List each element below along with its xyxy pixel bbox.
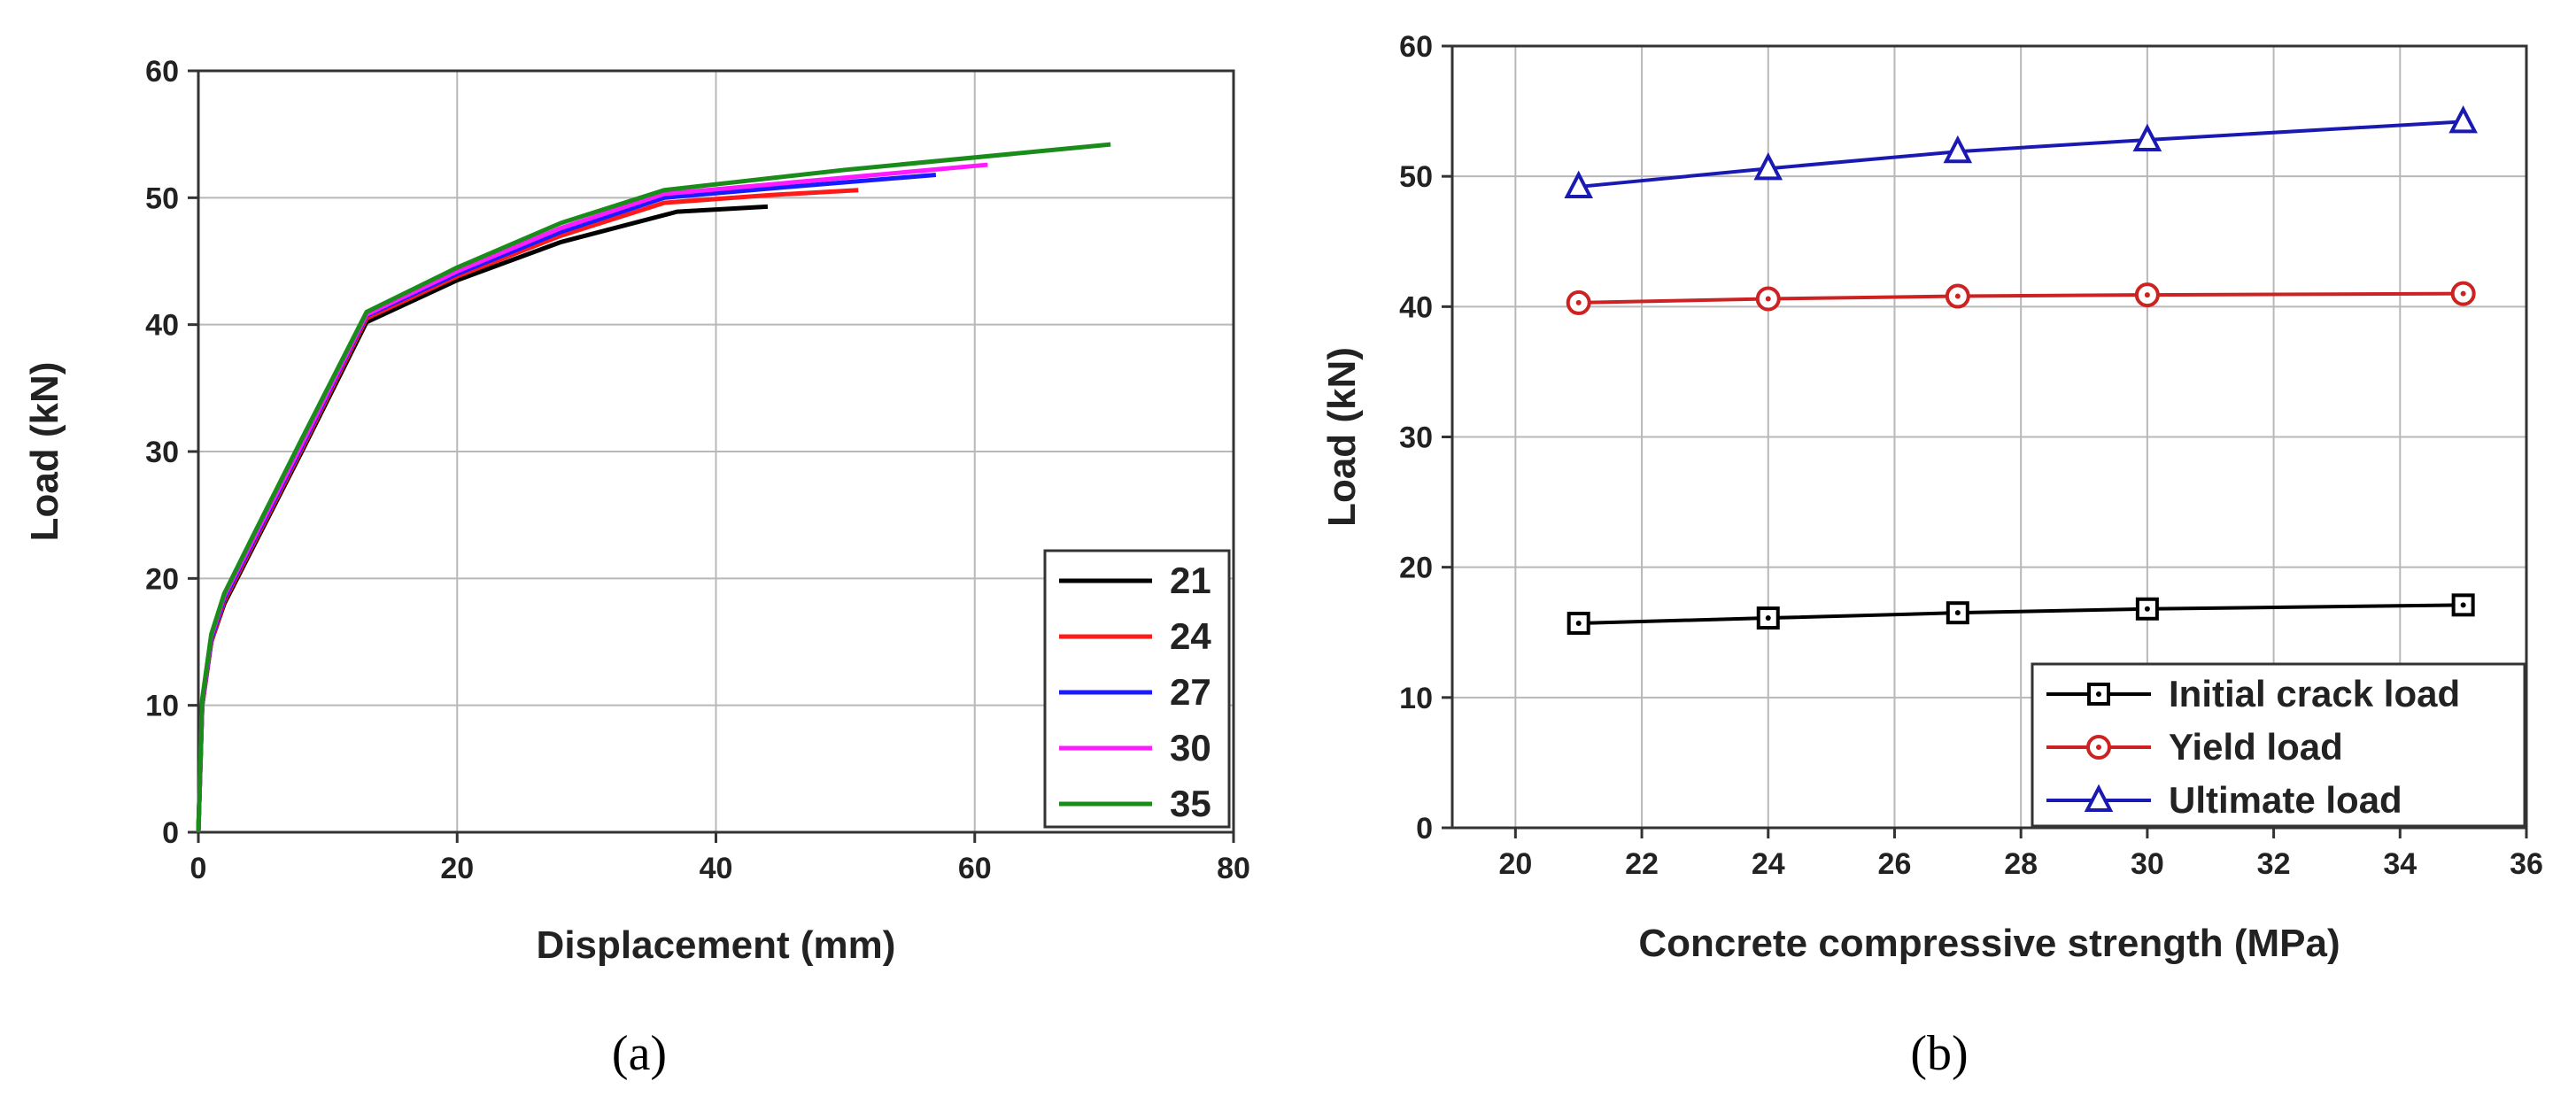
legend: Initial crack load Yield load Ultimate loa…: [2031, 662, 2526, 828]
legend-label: Ultimate load: [2169, 779, 2402, 821]
x-tick-label: 20: [1498, 847, 1532, 881]
data-point-initial-crack-load-dot: [2144, 606, 2150, 612]
y-tick-label: 20: [1399, 552, 1433, 585]
x-tick-label: 28: [2004, 847, 2038, 881]
x-tick-label: 32: [2257, 847, 2291, 881]
data-point-yield-load-dot: [1575, 299, 1582, 305]
series-line-35: [196, 142, 1111, 833]
x-tick-label: 40: [700, 852, 733, 885]
data-point-initial-crack-load-dot: [1954, 610, 1961, 616]
data-point-ultimate-load: [2132, 123, 2162, 151]
x-tick-label: 36: [2510, 847, 2543, 881]
y-axis-label: Load (kN): [1320, 347, 1364, 527]
data-point-initial-crack-load-dot: [1575, 620, 1582, 626]
y-tick-label: 40: [145, 309, 179, 343]
legend-marker-dot: [2096, 691, 2101, 697]
legend-item: 27: [1059, 671, 1211, 713]
data-point-yield-load-dot: [1954, 293, 1961, 299]
data-point-yield-load-dot: [1765, 296, 1771, 302]
y-tick-label: 30: [1399, 421, 1433, 455]
panel-label: (b): [1910, 1026, 1968, 1081]
data-point-ultimate-load: [1753, 152, 1783, 181]
y-tick-label: 0: [1416, 812, 1433, 846]
legend-item: Ultimate load: [2046, 779, 2402, 821]
data-point-ultimate-load: [2448, 105, 2478, 134]
legend-item: 24: [1059, 615, 1211, 657]
y-tick-label: 10: [1399, 682, 1433, 715]
series-line-27: [196, 173, 937, 833]
legend-label: 24: [1170, 615, 1211, 657]
legend: 21 24 27 30 35: [1043, 549, 1231, 829]
legend-item: Yield load: [2046, 726, 2343, 768]
data-point-yield-load-dot: [2144, 292, 2150, 298]
y-tick-label: 20: [145, 562, 179, 596]
legend-label: 27: [1170, 671, 1211, 713]
x-tick-label: 22: [1625, 847, 1659, 881]
legend-label: 21: [1170, 560, 1211, 601]
x-axis-label: Concrete compressive strength (MPa): [1638, 922, 2340, 965]
chart-panel-a: 0 20 40 60 80 0 10 20 30 40 50 60 Displacement (mm) L…: [23, 55, 1250, 1081]
series-line-24: [196, 188, 859, 833]
y-tick-label: 10: [145, 690, 179, 723]
y-tick-label: 40: [1399, 290, 1433, 324]
series-line-30: [196, 162, 988, 833]
legend-label: 30: [1170, 727, 1211, 768]
legend-box: [1043, 549, 1231, 829]
chart-panel-b: 20 22 24 26 28 30 32 34 36 0 10 20 30 40 50 60 Concrete …: [1320, 30, 2543, 1081]
y-tick-label: 0: [162, 816, 179, 850]
data-point-ultimate-load: [1943, 135, 1973, 164]
y-axis-label: Load (kN): [23, 362, 66, 542]
legend-item: 21: [1059, 560, 1211, 601]
data-point-ultimate-load: [1564, 170, 1594, 198]
y-tick-label: 60: [145, 55, 179, 89]
series-line-21: [196, 204, 769, 833]
x-axis-label: Displacement (mm): [537, 923, 896, 967]
x-tick-label: 60: [958, 852, 992, 885]
x-tick-label: 80: [1217, 852, 1250, 885]
y-tick-label: 30: [145, 436, 179, 469]
panel-label: (a): [612, 1026, 667, 1081]
legend-label: Initial crack load: [2169, 673, 2460, 714]
x-tick-label: 24: [1752, 847, 1785, 881]
x-tick-label: 26: [1878, 847, 1912, 881]
x-tick-label: 20: [440, 852, 474, 885]
y-tick-label: 60: [1399, 30, 1433, 64]
data-point-yield-load-dot: [2460, 290, 2466, 297]
x-tick-label: 0: [190, 852, 207, 885]
x-tick-label: 34: [2383, 847, 2417, 881]
x-tick-label: 30: [2131, 847, 2164, 881]
legend-item: 30: [1059, 727, 1211, 768]
data-point-initial-crack-load-dot: [1765, 615, 1771, 622]
y-tick-label: 50: [1399, 160, 1433, 194]
legend-item: Initial crack load: [2046, 673, 2460, 714]
data-point-initial-crack-load-dot: [2460, 602, 2466, 608]
y-tick-label: 50: [145, 181, 179, 215]
legend-label: 35: [1170, 783, 1211, 824]
legend-label: Yield load: [2169, 726, 2343, 768]
legend-marker-dot: [2096, 745, 2101, 750]
legend-item: 35: [1059, 783, 1211, 824]
legend-marker: [2084, 784, 2114, 812]
